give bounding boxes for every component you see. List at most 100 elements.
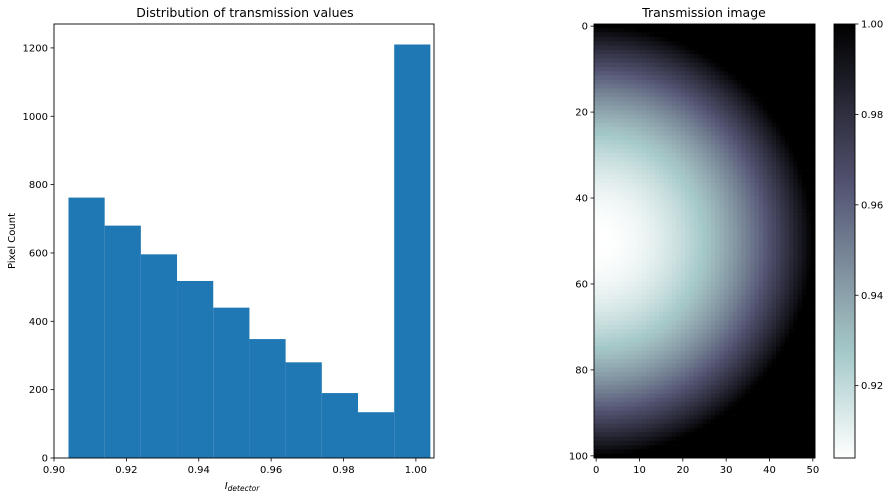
image-pixel (637, 307, 643, 313)
image-pixel (650, 62, 656, 68)
image-pixel (607, 320, 612, 326)
image-pixel (672, 195, 677, 201)
image-pixel (628, 79, 634, 85)
image-pixel (646, 372, 651, 377)
image-pixel (693, 75, 699, 81)
image-pixel (767, 247, 773, 253)
image-pixel (628, 320, 634, 326)
image-pixel (676, 221, 682, 227)
image-pixel (594, 174, 599, 180)
image-pixel (620, 268, 625, 274)
image-pixel (745, 427, 751, 433)
image-pixel (763, 208, 768, 214)
image-pixel (711, 105, 716, 111)
image-pixel (763, 213, 768, 218)
image-pixel (806, 161, 812, 167)
image-pixel (607, 432, 612, 437)
image-pixel (784, 92, 790, 98)
image-pixel (676, 54, 682, 59)
image-pixel (607, 32, 612, 38)
image-pixel (654, 333, 660, 339)
image-pixel (806, 225, 812, 231)
image-pixel (620, 359, 625, 364)
image-pixel (711, 238, 716, 244)
image-pixel (797, 182, 803, 188)
image-pixel (724, 256, 729, 261)
image-pixel (784, 88, 790, 94)
image-pixel (693, 131, 699, 137)
image-pixel (745, 397, 751, 403)
image-pixel (628, 204, 634, 210)
image-pixel (659, 397, 664, 403)
image-pixel (789, 41, 794, 46)
image-pixel (771, 127, 777, 132)
image-pixel (745, 170, 751, 175)
image-pixel (810, 92, 816, 98)
image-pixel (789, 152, 794, 158)
image-pixel (737, 367, 742, 373)
image-pixel (789, 144, 794, 149)
image-pixel (780, 307, 786, 313)
image-pixel (628, 307, 634, 313)
image-pixel (776, 118, 781, 124)
image-pixel (698, 402, 703, 407)
image-pixel (810, 221, 816, 227)
image-pixel (793, 346, 799, 351)
image-pixel (711, 389, 716, 394)
image-pixel (611, 350, 617, 356)
image-pixel (754, 161, 760, 167)
image-pixel (641, 419, 647, 424)
image-pixel (719, 380, 725, 386)
image-pixel (667, 397, 673, 403)
image-pixel (763, 337, 768, 343)
image-pixel (741, 28, 747, 33)
image-pixel (659, 144, 664, 149)
image-pixel (641, 79, 647, 85)
image-pixel (715, 230, 721, 235)
image-pixel (711, 230, 716, 235)
image-pixel (797, 238, 803, 244)
image-pixel (663, 286, 669, 291)
image-pixel (611, 118, 617, 124)
image-pixel (754, 384, 760, 390)
image-pixel (672, 427, 677, 433)
image-pixel (672, 380, 677, 386)
image-pixel (793, 41, 799, 46)
image-pixel (620, 45, 625, 51)
image-pixel (797, 359, 803, 364)
image-pixel (637, 402, 643, 407)
image-pixel (598, 66, 604, 72)
image-pixel (711, 200, 716, 205)
image-pixel (789, 427, 794, 433)
image-pixel (802, 109, 807, 115)
image-pixel (663, 307, 669, 313)
image-pixel (763, 410, 768, 416)
image-pixel (732, 380, 738, 386)
image-pixel (615, 114, 621, 119)
image-pixel (650, 213, 656, 218)
image-pixel (802, 268, 807, 274)
image-pixel (693, 286, 699, 291)
image-pixel (737, 363, 742, 369)
image-pixel (680, 329, 686, 334)
image-pixel (776, 200, 781, 205)
image-pixel (698, 397, 703, 403)
image-pixel (693, 410, 699, 416)
image-pixel (724, 281, 729, 287)
image-pixel (802, 256, 807, 261)
image-pixel (637, 247, 643, 253)
image-pixel (698, 415, 703, 420)
image-pixel (672, 88, 677, 94)
image-pixel (646, 135, 651, 141)
image-pixel (667, 97, 673, 102)
image-pixel (780, 105, 786, 111)
image-pixel (693, 178, 699, 184)
image-pixel (676, 178, 682, 184)
image-pixel (728, 152, 734, 158)
image-pixel (732, 178, 738, 184)
image-pixel (758, 238, 764, 244)
image-pixel (706, 350, 712, 356)
image-pixel (637, 427, 643, 433)
image-pixel (793, 329, 799, 334)
image-pixel (654, 329, 660, 334)
